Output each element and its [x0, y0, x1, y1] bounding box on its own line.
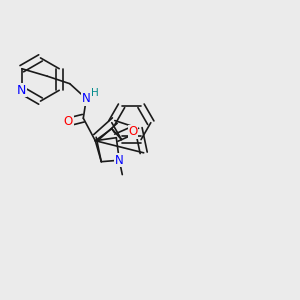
- Text: N: N: [17, 84, 26, 97]
- Text: N: N: [82, 92, 91, 105]
- Text: N: N: [115, 154, 124, 167]
- Text: H: H: [91, 88, 99, 98]
- Text: O: O: [64, 115, 73, 128]
- Text: O: O: [128, 125, 137, 138]
